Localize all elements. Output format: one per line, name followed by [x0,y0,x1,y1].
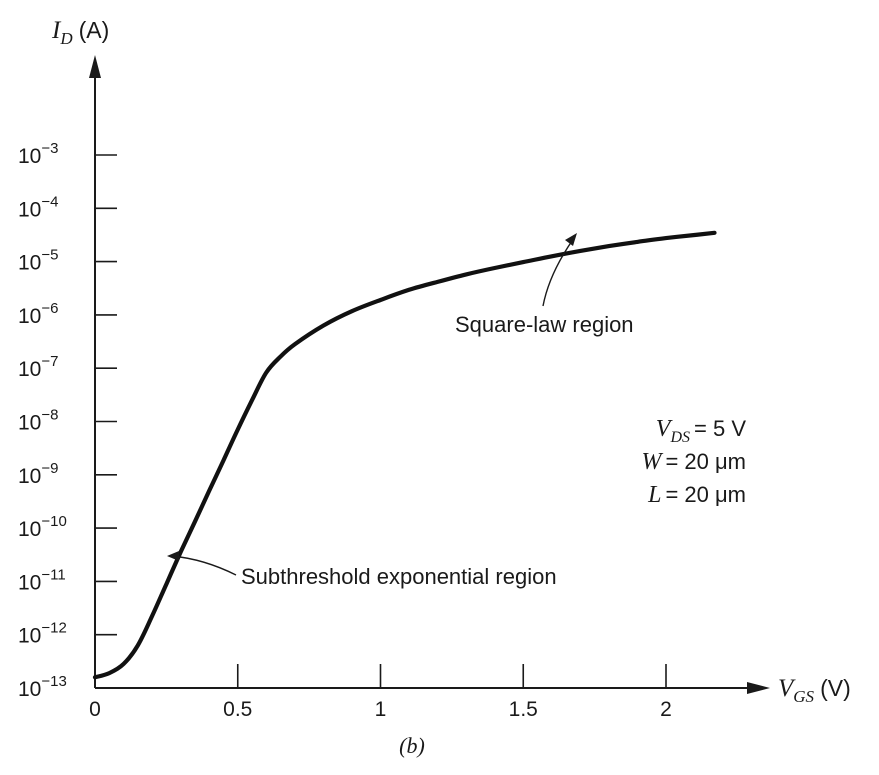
y-tick-label: 10−3 [18,140,58,168]
y-axis-symbol: I [51,17,62,44]
param-w: W = 20 μm [641,449,746,475]
param-vds: VDS = 5 V [656,416,747,446]
x-axis-title: VGS (V) [778,675,851,706]
square-law-pointer [542,237,575,307]
y-tick-label: 10−5 [18,247,58,275]
param-l-value: = 20 μm [665,482,746,507]
y-axis-subscript: D [59,29,73,48]
x-tick-label: 1.5 [509,698,538,721]
x-tick-label: 2 [660,698,672,721]
param-vds-value: = 5 V [694,416,746,441]
x-tick-label: 0.5 [223,698,252,721]
y-tick-label: 10−9 [18,460,58,488]
y-axis-unit: (A) [79,17,110,43]
param-l-symbol: L [647,482,661,508]
y-tick-label: 10−8 [18,407,58,435]
y-axis-title: ID (A) [51,17,109,48]
param-w-value: = 20 μm [665,449,746,474]
param-w-symbol: W [641,449,663,475]
subthreshold-arrowhead [167,551,179,561]
square-law-arrowhead [565,233,577,246]
x-axis-subscript: GS [793,687,814,706]
tick-group: 10−13 10−12 10−11 10−10 10−9 10−8 10−7 10−6 10−5… [18,140,672,721]
param-l: L = 20 μm [647,482,746,508]
x-tick-label: 0 [89,698,101,721]
figure-caption: (b) [399,733,425,758]
x-axis-unit: (V) [820,675,851,701]
id-vs-vgs-curve [92,230,717,680]
param-vds-sub: DS [669,429,690,446]
y-tick-label: 10−4 [18,193,58,221]
x-tick-label: 1 [375,698,387,721]
y-tick-label: 10−11 [18,566,66,594]
y-tick-label: 10−7 [18,353,58,381]
y-tick-label: 10−13 [18,673,67,701]
x-axis-symbol: V [778,675,796,702]
y-tick-label: 10−12 [18,620,67,648]
y-axis-arrow [89,55,101,78]
param-vds-symbol: V [656,416,673,442]
x-axis-arrow [747,682,770,694]
y-tick-label: 10−10 [18,513,67,541]
subthreshold-pointer [171,555,237,576]
square-law-label: Square-law region [455,312,634,337]
subthreshold-label: Subthreshold exponential region [241,564,557,589]
y-tick-label: 10−6 [18,300,58,328]
